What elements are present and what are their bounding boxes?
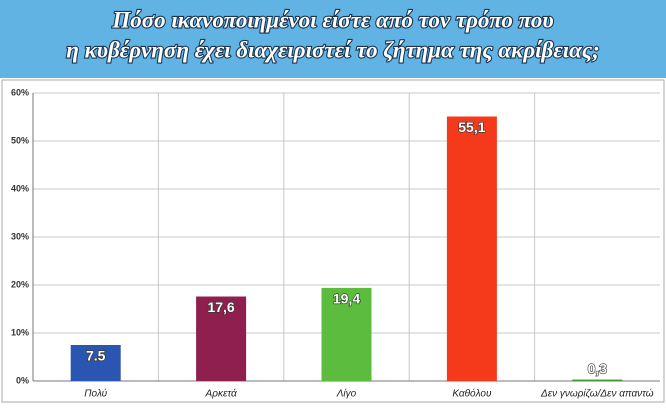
y-tick-label: 50% bbox=[11, 135, 29, 145]
x-tick-label: Πολύ bbox=[84, 388, 107, 400]
value-label: 7.5 bbox=[86, 348, 106, 364]
y-tick-label: 40% bbox=[11, 183, 29, 193]
y-tick-label: 0% bbox=[16, 375, 29, 385]
value-label: 19,4 bbox=[333, 291, 360, 307]
title-banner bbox=[0, 0, 666, 78]
value-label: 17,6 bbox=[207, 299, 234, 315]
x-tick-label: Δεν γνωρίζω/Δεν απαντώ bbox=[540, 388, 654, 400]
x-tick-label: Λίγο bbox=[336, 388, 357, 400]
y-tick-label: 20% bbox=[11, 279, 29, 289]
y-tick-label: 10% bbox=[11, 327, 29, 337]
bar bbox=[446, 116, 497, 382]
x-tick-label: Καθόλου bbox=[452, 388, 492, 400]
value-label: 55,1 bbox=[458, 119, 485, 135]
chart-title: Πόσο ικανοποιημένοι είστε από τον τρόπο … bbox=[111, 7, 553, 32]
value-label: 0,3 bbox=[588, 360, 608, 376]
y-tick-label: 30% bbox=[11, 231, 29, 241]
y-tick-label: 60% bbox=[11, 87, 29, 97]
x-tick-label: Αρκετά bbox=[205, 388, 237, 400]
bar bbox=[321, 287, 372, 381]
chart-title: η κυβέρνηση έχει διαχειριστεί το ζήτημα … bbox=[66, 37, 600, 63]
bar bbox=[70, 345, 121, 381]
bar bbox=[196, 296, 247, 381]
bar bbox=[572, 379, 623, 381]
